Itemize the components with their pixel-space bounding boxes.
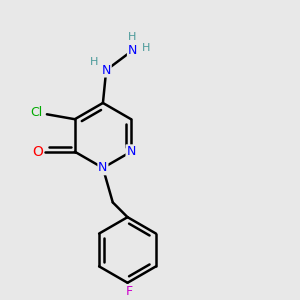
Text: H: H: [90, 57, 98, 67]
Text: F: F: [125, 285, 133, 298]
Text: O: O: [32, 145, 43, 159]
Text: H: H: [142, 43, 150, 52]
Text: H: H: [128, 32, 136, 42]
Text: Cl: Cl: [31, 106, 43, 119]
Text: N: N: [126, 145, 136, 158]
Text: N: N: [101, 64, 111, 77]
Text: N: N: [128, 44, 137, 57]
Text: N: N: [98, 161, 108, 174]
